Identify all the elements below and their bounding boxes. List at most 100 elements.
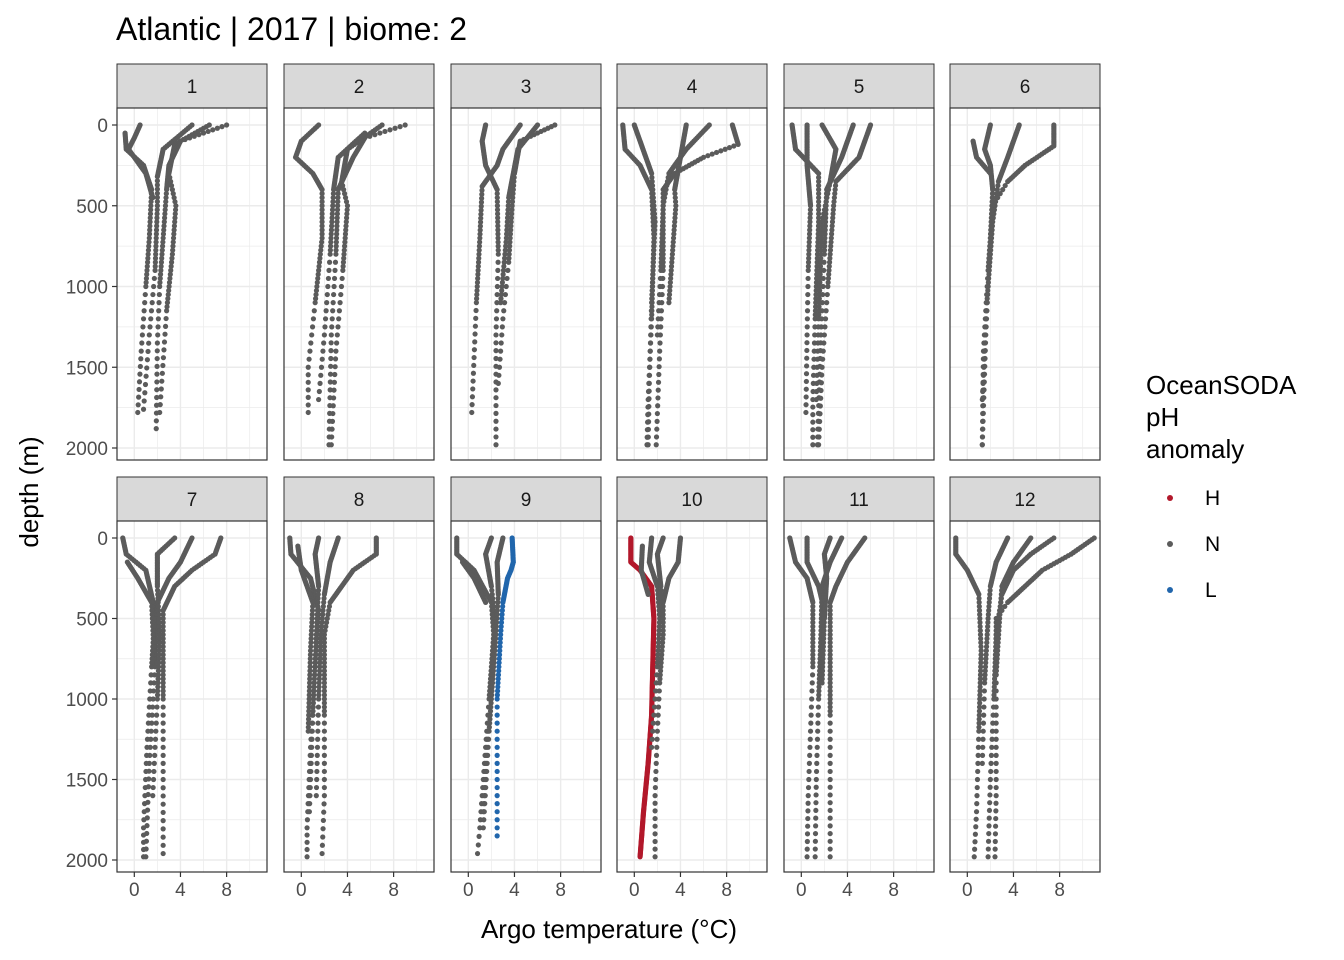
data-point <box>330 308 336 314</box>
data-point <box>815 348 821 354</box>
data-point <box>814 752 820 758</box>
data-point <box>320 817 326 824</box>
data-point <box>984 300 990 306</box>
data-point <box>987 784 993 790</box>
data-point <box>160 768 166 775</box>
data-point <box>819 680 825 686</box>
data-point <box>154 182 160 188</box>
facet-panel: 6 <box>949 63 1101 461</box>
data-point <box>483 776 489 783</box>
data-point <box>478 211 484 217</box>
data-point <box>984 296 990 302</box>
data-point <box>328 235 334 241</box>
data-point <box>304 839 310 845</box>
data-point <box>153 231 159 237</box>
panel-border <box>783 107 935 461</box>
data-point <box>321 656 327 662</box>
data-point <box>148 207 154 213</box>
data-point <box>481 809 487 815</box>
data-point <box>319 191 325 197</box>
data-point <box>309 619 315 626</box>
data-point <box>1002 182 1008 189</box>
data-point <box>306 700 312 706</box>
data-point <box>170 191 176 197</box>
data-point <box>153 728 159 734</box>
data-point <box>305 372 311 378</box>
data-point <box>494 809 500 815</box>
data-point <box>334 332 340 338</box>
data-point <box>321 768 327 775</box>
data-point <box>154 178 160 184</box>
data-point <box>654 736 660 742</box>
data-point <box>471 347 478 353</box>
data-point <box>321 595 327 601</box>
data-point <box>989 744 995 750</box>
data-point <box>328 340 334 346</box>
data-point <box>137 363 143 370</box>
data-point <box>804 363 810 369</box>
data-point <box>832 187 838 193</box>
data-point <box>312 664 318 670</box>
data-point <box>651 199 657 205</box>
data-point <box>660 203 666 209</box>
data-point <box>314 607 321 614</box>
data-point <box>990 187 996 193</box>
data-point <box>816 308 822 314</box>
data-point <box>333 243 339 249</box>
data-point <box>658 267 664 273</box>
facet-strip <box>450 476 602 522</box>
data-point <box>341 255 347 261</box>
data-point <box>987 243 993 249</box>
data-point <box>494 291 500 298</box>
data-point <box>658 583 664 589</box>
data-point <box>478 207 484 213</box>
data-point <box>327 599 333 606</box>
data-point <box>972 839 978 845</box>
data-point <box>804 308 811 314</box>
data-point <box>473 307 479 314</box>
data-point <box>655 403 661 409</box>
data-point <box>672 219 678 225</box>
data-point <box>306 708 312 714</box>
data-point <box>308 636 314 642</box>
data-point <box>155 316 161 322</box>
data-point <box>325 275 332 282</box>
data-point <box>141 398 147 404</box>
data-point <box>312 660 318 666</box>
data-point <box>509 199 516 205</box>
data-point <box>321 340 327 346</box>
data-point <box>649 736 655 742</box>
data-point <box>139 332 145 338</box>
data-point <box>992 823 999 829</box>
data-point <box>506 247 513 253</box>
data-point <box>672 195 678 201</box>
data-point <box>813 815 819 821</box>
data-point <box>315 728 321 734</box>
data-point <box>501 259 507 265</box>
data-point <box>156 656 162 662</box>
data-point <box>329 324 335 330</box>
data-point <box>336 308 342 314</box>
data-point <box>827 760 833 767</box>
data-point <box>155 680 161 686</box>
data-point <box>981 712 987 718</box>
data-point <box>805 259 812 265</box>
data-point <box>500 603 506 610</box>
data-point <box>315 712 321 718</box>
data-point <box>334 227 340 233</box>
data-point <box>334 340 340 346</box>
data-point <box>312 652 319 658</box>
data-point <box>330 199 336 205</box>
data-point <box>495 680 501 686</box>
data-point <box>809 696 815 702</box>
data-point <box>314 283 320 290</box>
data-point <box>985 283 991 290</box>
facet-strip <box>116 476 268 522</box>
data-point <box>506 255 512 261</box>
data-point <box>503 239 509 245</box>
data-point <box>660 632 666 638</box>
data-point <box>160 676 166 682</box>
data-point <box>335 191 341 197</box>
data-point <box>645 591 651 597</box>
data-point <box>831 203 837 209</box>
